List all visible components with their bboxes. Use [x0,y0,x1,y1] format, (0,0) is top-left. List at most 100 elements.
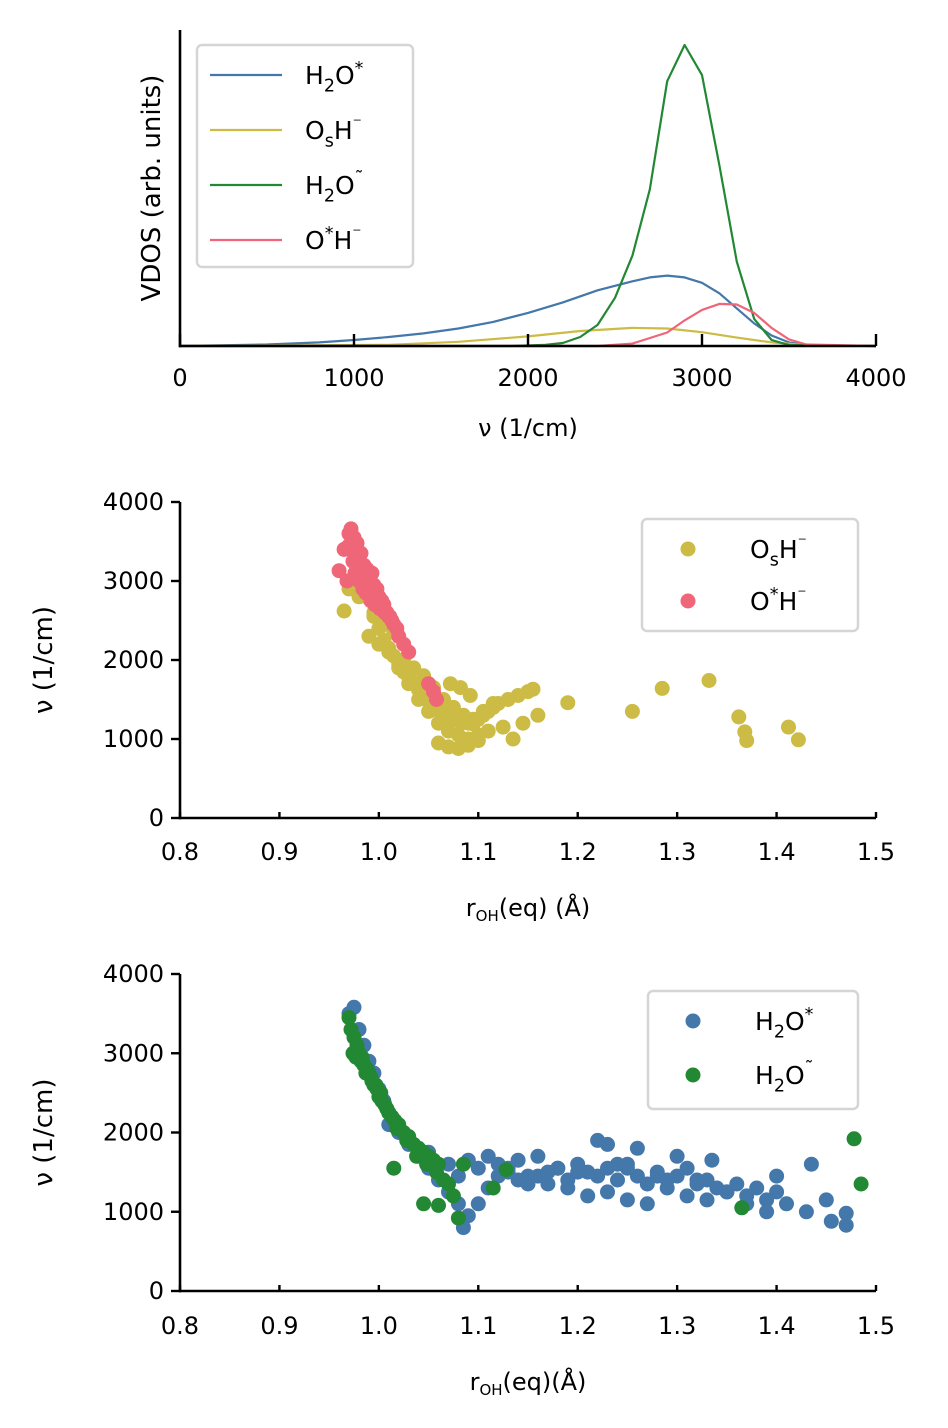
data-point [429,692,444,707]
x-axis-label: rOH(eq) (Å) [466,893,590,925]
y-tick-label: 1000 [103,725,164,753]
y-tick-label: 3000 [103,567,164,595]
data-point [364,565,380,581]
data-point [530,1148,546,1164]
data-point [639,1196,655,1212]
data-point [386,1160,402,1176]
data-point [610,1156,625,1172]
data-point [669,1168,685,1184]
data-point [441,1176,456,1192]
data-point [570,1164,586,1180]
data-point [350,545,366,561]
data-point [659,1180,675,1196]
y-tick-label: 1000 [103,1198,164,1226]
y-axis-label: ν (1/cm) [29,1079,59,1187]
data-point [510,1152,526,1168]
data-point [416,1196,432,1212]
data-point [769,1184,785,1200]
data-point [679,1160,695,1176]
data-point [731,709,747,725]
legend-frame [646,989,860,1111]
data-point [600,1184,615,1200]
data-point [480,1148,496,1164]
data-point [838,1205,854,1221]
series-line-osh [179,326,877,348]
x-tick-label: 1.1 [459,838,497,866]
y-axis-label: ν (1/cm) [29,606,59,714]
data-point [515,715,531,731]
data-point [649,1168,665,1184]
data-point [505,731,521,747]
data-point [701,673,717,688]
data-layer [331,521,806,756]
data-point [654,680,670,696]
x-axis-label: ν (1/cm) [478,414,578,442]
data-point [379,1101,395,1117]
y-tick-label: 2000 [103,646,164,674]
data-point [485,1180,501,1196]
data-point [530,707,546,723]
x-tick-label: 1.4 [757,838,795,866]
data-point [480,723,496,739]
data-point [759,1192,775,1208]
data-point [759,1204,775,1220]
data-point [624,703,640,719]
data-point [445,699,461,715]
y-tick-label: 4000 [103,960,164,988]
y-tick-label: 2000 [103,1119,164,1147]
data-point [610,1172,625,1188]
data-point [381,644,397,660]
legend-marker-ostar_h [680,593,696,609]
data-point [431,1197,446,1213]
data-point [679,1188,695,1204]
x-tick-label: 1000 [323,364,384,392]
chart-panel-1: 0 1000 2000 3000 4000 ν (1/cm) VDOS (arb. unit… [137,30,907,442]
y-tick-label: 0 [149,1277,164,1305]
data-point [470,1160,486,1176]
data-point [409,1148,425,1164]
legend-frame [640,517,860,633]
data-point [470,1196,486,1212]
data-point [590,1132,606,1148]
legend-label-h2o_star: H2O* [305,59,364,97]
legend-label-h2o_star: H2O* [755,1005,814,1043]
legend-label-osh: OsH⁻ [305,114,362,152]
x-tick-label: 1.0 [360,838,398,866]
data-point [818,1192,834,1208]
x-tick-label: 1.5 [857,1312,895,1340]
chart-panel-2: 0.8 0.9 1.0 1.1 1.2 1.3 1.4 1.5 0 1000 2000 3000 400… [29,488,895,925]
legend: H2O* H2O˜ [646,989,860,1111]
data-point [560,695,576,711]
data-point [846,1131,862,1147]
data-point [455,1156,471,1172]
legend-label-h2o_tilde: H2O˜ [305,169,363,207]
data-point [445,1188,461,1204]
chart-panel-3: 0.8 0.9 1.0 1.1 1.2 1.3 1.4 1.5 0 1000 2000 3000 400… [29,960,895,1399]
data-point [336,603,352,619]
data-point [495,719,511,735]
legend-frame [195,43,415,269]
legend-marker-h2o_tilde [685,1067,701,1083]
data-point [465,711,481,727]
x-tick-label: 4000 [845,364,906,392]
series-line-ostar_h [180,302,877,348]
x-tick-label: 0.8 [161,838,199,866]
data-point [399,1132,415,1148]
data-point [411,692,427,707]
data-point [462,688,478,703]
data-point [389,1121,405,1136]
data-point [781,719,796,735]
x-tick-label: 0.9 [260,838,298,866]
data-point [580,1188,596,1204]
data-point [450,1210,466,1226]
legend-label-ostar_h: O*H⁻ [750,585,807,616]
data-point [429,1164,444,1180]
x-tick-label: 1.2 [559,1312,597,1340]
data-point [520,1168,536,1184]
data-point [734,1200,750,1216]
y-tick-label: 3000 [103,1039,164,1067]
data-point [498,1162,514,1178]
data-point [373,1085,389,1101]
data-point [382,609,398,624]
